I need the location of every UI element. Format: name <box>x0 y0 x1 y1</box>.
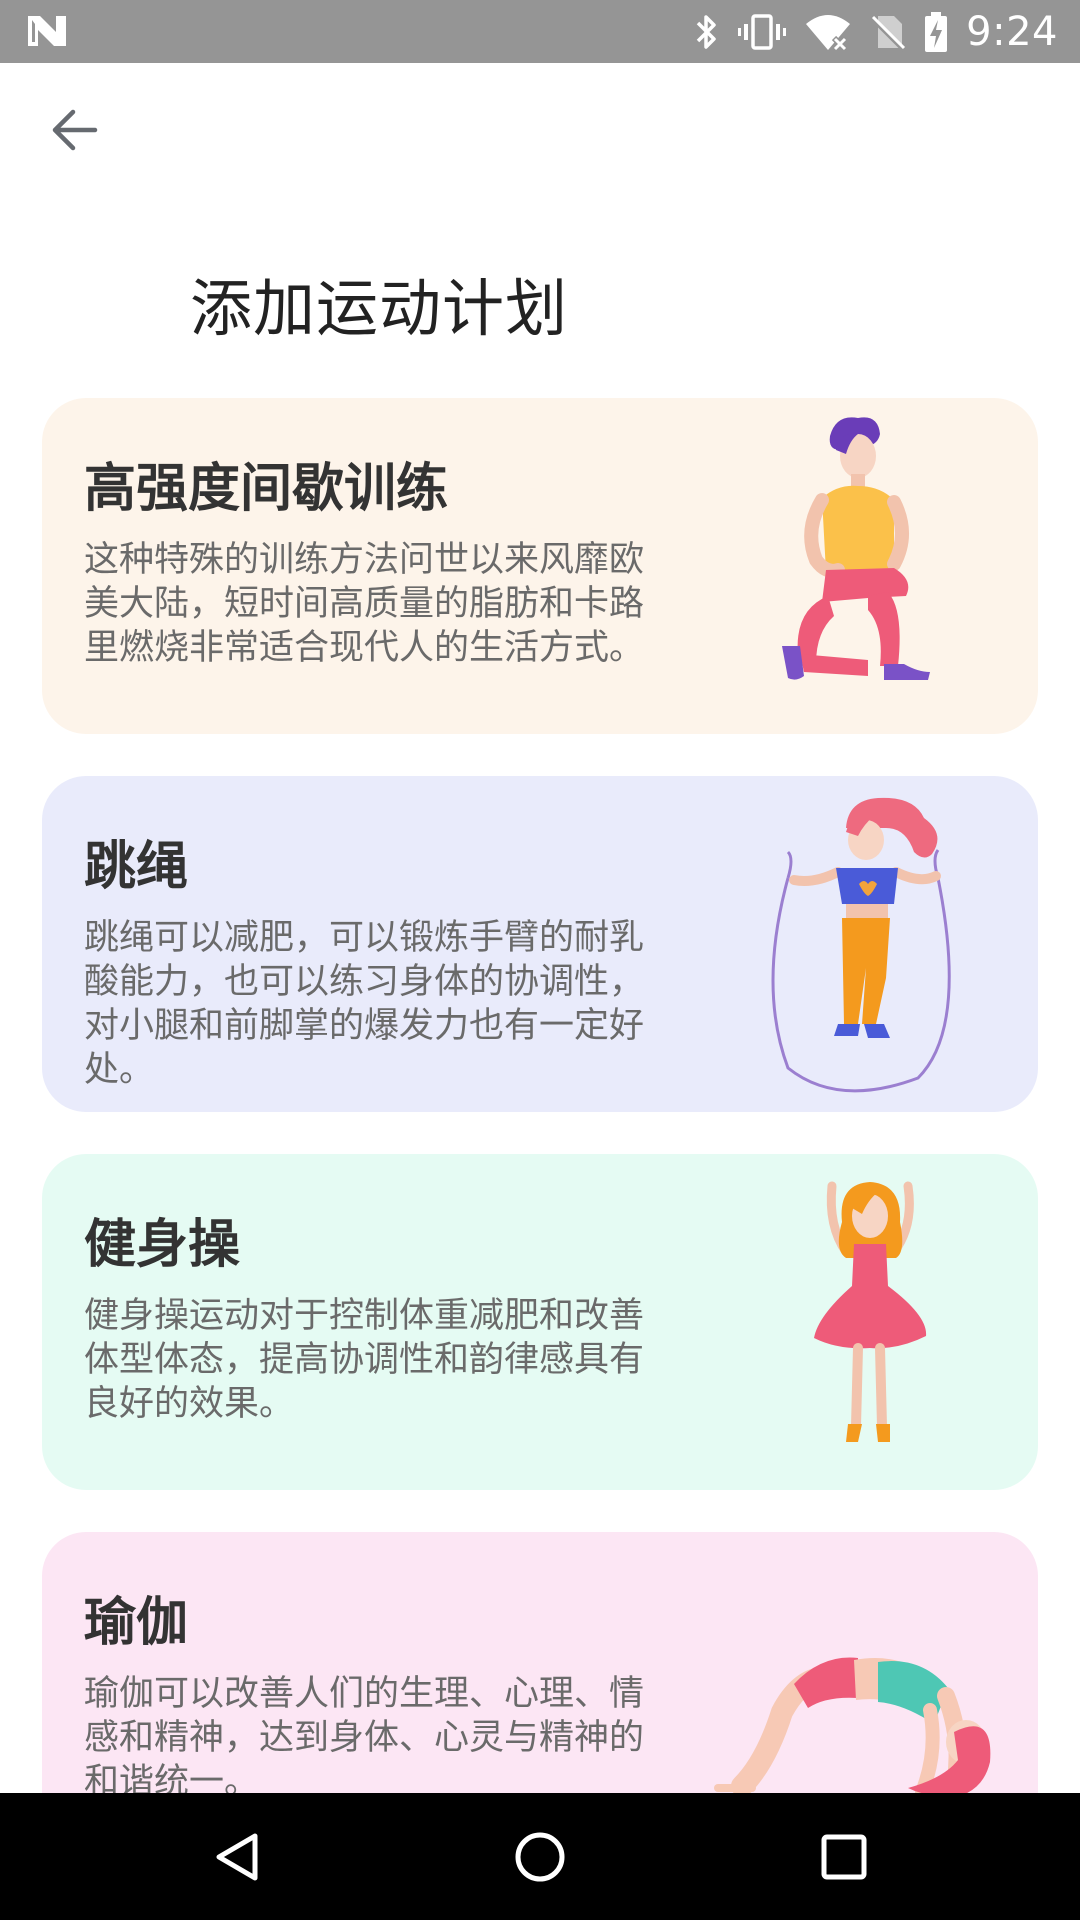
plan-card-description: 这种特殊的训练方法问世以来风靡欧美大陆，短时间高质量的脂肪和卡路里燃烧非常适合现… <box>84 540 645 668</box>
bluetooth-icon <box>696 14 716 49</box>
status-bar: 9:24 <box>0 0 1080 63</box>
arrow-left-icon <box>52 109 98 151</box>
plan-card-description: 瑜伽可以改善人们的生理、心理、情感和精神，达到身体、心灵与精神的和谐统一。 <box>84 1674 645 1793</box>
plan-card-jump-rope[interactable]: 跳绳 跳绳可以减肥，可以锻炼手臂的耐乳酸能力，也可以练习身体的协调性，对小腿和前… <box>42 776 1038 1112</box>
battery-charging-icon <box>925 11 948 52</box>
jump-rope-illustration <box>718 788 1018 1100</box>
status-time: 9:24 <box>966 8 1058 55</box>
plan-card-title: 跳绳 <box>84 837 189 897</box>
plan-card-description: 跳绳可以减肥，可以锻炼手臂的耐乳酸能力，也可以练习身体的协调性，对小腿和前脚掌的… <box>84 918 645 1090</box>
nav-recents-button[interactable] <box>810 1823 878 1891</box>
nav-home-button[interactable] <box>506 1823 574 1891</box>
recents-square-icon <box>821 1834 867 1880</box>
aerobics-dancer-illustration <box>718 1166 1018 1478</box>
lunge-person-illustration <box>718 410 1018 722</box>
wifi-off-icon <box>806 14 851 52</box>
plan-card-title: 高强度间歇训练 <box>84 459 449 519</box>
plan-card-yoga[interactable]: 瑜伽 瑜伽可以改善人们的生理、心理、情感和精神，达到身体、心灵与精神的和谐统一。 <box>42 1532 1038 1793</box>
plan-card-title: 健身操 <box>84 1215 241 1275</box>
n-logo-icon <box>26 12 68 50</box>
nav-back-button[interactable] <box>202 1823 270 1891</box>
page-title: 添加运动计划 <box>190 272 569 345</box>
navigation-bar <box>0 1793 1080 1920</box>
plan-card-title: 瑜伽 <box>84 1593 189 1653</box>
back-triangle-icon <box>216 1833 258 1881</box>
no-sim-icon <box>870 15 906 52</box>
plan-list[interactable]: 高强度间歇训练 这种特殊的训练方法问世以来风靡欧美大陆，短时间高质量的脂肪和卡路… <box>42 398 1038 1793</box>
plan-card-description: 健身操运动对于控制体重减肥和改善体型体态，提高协调性和韵律感具有良好的效果。 <box>84 1296 645 1424</box>
yoga-bridge-illustration <box>708 1592 1028 1793</box>
vibrate-icon <box>738 13 787 50</box>
plan-card-hiit[interactable]: 高强度间歇训练 这种特殊的训练方法问世以来风靡欧美大陆，短时间高质量的脂肪和卡路… <box>42 398 1038 734</box>
home-circle-icon <box>515 1832 565 1882</box>
status-icons: 9:24 <box>694 0 1058 63</box>
plan-card-aerobics[interactable]: 健身操 健身操运动对于控制体重减肥和改善体型体态，提高协调性和韵律感具有良好的效… <box>42 1154 1038 1490</box>
back-button[interactable] <box>40 95 110 165</box>
